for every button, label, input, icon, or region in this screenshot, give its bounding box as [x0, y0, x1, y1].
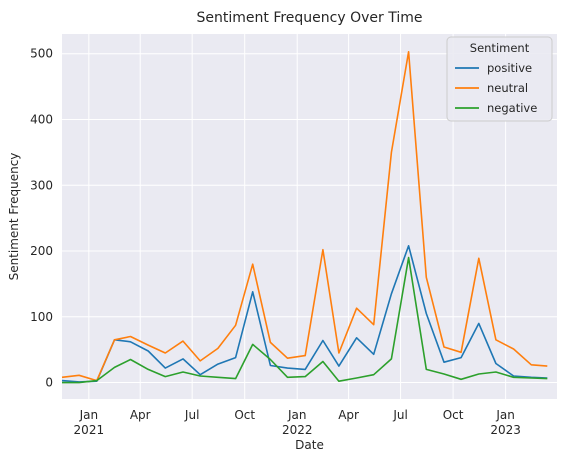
x-tick-year-label: 2022 [282, 423, 313, 437]
legend-box [446, 36, 553, 122]
legend-label-neutral: neutral [487, 81, 528, 95]
x-tick-label: Apr [130, 408, 151, 422]
legend-title: Sentiment [470, 41, 530, 55]
y-tick-label: 400 [30, 112, 53, 126]
x-tick-label: Jan [287, 408, 307, 422]
grid-lines [62, 34, 557, 399]
x-tick-year-label: 2023 [490, 423, 521, 437]
y-axis-label: Sentiment Frequency [7, 153, 21, 281]
legend-items: positive neutral negative [455, 61, 537, 115]
x-tick-label: Jul [184, 408, 199, 422]
y-tick-label: 200 [30, 244, 53, 258]
y-tick-label: 500 [30, 47, 53, 61]
x-tick-label: Oct [234, 408, 255, 422]
x-axis-label: Date [295, 438, 324, 452]
x-tick-label: Apr [338, 408, 359, 422]
y-tick-label: 300 [30, 178, 53, 192]
chart-title: Sentiment Frequency Over Time [197, 10, 423, 26]
x-tick-label: Jan [495, 408, 515, 422]
x-tick-label: Jul [392, 408, 407, 422]
series-line-neutral [61, 50, 548, 382]
x-tick-label: Jan [79, 408, 99, 422]
legend-label-positive: positive [487, 61, 532, 75]
x-tick-label: Oct [443, 408, 464, 422]
series-line-positive [61, 245, 548, 383]
legend-label-negative: negative [487, 101, 537, 115]
y-tick-label: 100 [30, 310, 53, 324]
series-lines [61, 50, 548, 384]
y-tick-label: 0 [45, 376, 53, 390]
y-axis-ticks: 0 100 200 300 400 500 [30, 47, 53, 390]
x-tick-year-label: 2021 [74, 423, 105, 437]
series-line-negative [62, 256, 548, 384]
legend: Sentiment positive neutral negative [446, 36, 553, 122]
